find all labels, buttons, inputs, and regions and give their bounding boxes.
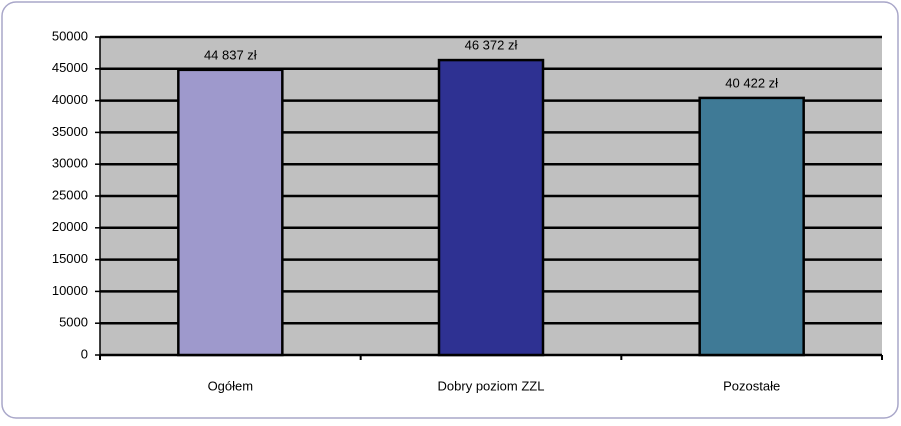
bar	[698, 96, 805, 357]
value-label: 46 372 zł	[465, 38, 518, 53]
y-tick-label: 30000	[52, 156, 88, 171]
x-tick-label: Pozostałe	[723, 378, 780, 393]
bar	[177, 68, 284, 357]
y-tick-label: 20000	[52, 219, 88, 234]
y-tick-label: 35000	[52, 124, 88, 139]
x-tick-label: Dobry poziom ZZL	[438, 378, 545, 393]
y-tick-label: 10000	[52, 283, 88, 298]
bar	[437, 58, 545, 357]
y-tick-label: 25000	[52, 187, 88, 202]
x-tick-label: Ogółem	[208, 378, 254, 393]
y-tick-label: 45000	[52, 60, 88, 75]
value-label: 44 837 zł	[204, 47, 257, 62]
y-tick-label: 40000	[52, 92, 88, 107]
value-label: 40 422 zł	[725, 75, 778, 90]
y-tick-label: 15000	[52, 251, 88, 266]
y-tick-label: 50000	[52, 28, 88, 43]
y-tick-label: 5000	[59, 315, 88, 330]
y-tick-label: 0	[81, 346, 88, 361]
